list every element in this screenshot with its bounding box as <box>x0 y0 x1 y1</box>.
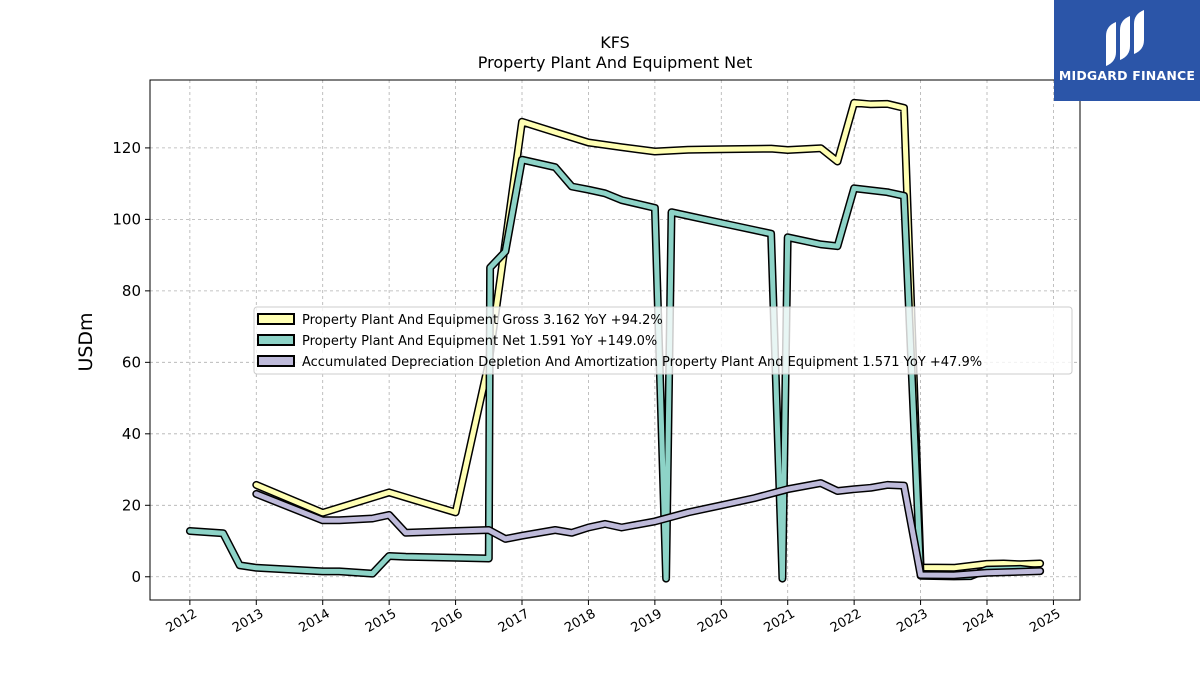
x-tick-label: 2023 <box>894 606 930 636</box>
x-tick-label: 2021 <box>762 606 798 636</box>
x-tick-label: 2016 <box>429 606 465 636</box>
series-line <box>187 157 1043 582</box>
y-tick-label: 20 <box>122 496 141 514</box>
x-tick-label: 2025 <box>1027 606 1063 636</box>
chart-title: KFS <box>600 33 630 52</box>
chart-subtitle: Property Plant And Equipment Net <box>478 53 753 72</box>
x-tick-label: 2024 <box>961 606 997 636</box>
y-tick-label: 100 <box>112 210 141 228</box>
legend-entry: Property Plant And Equipment Net 1.591 Y… <box>302 334 657 349</box>
x-tick-label: 2018 <box>562 606 598 636</box>
legend-entry: Property Plant And Equipment Gross 3.162… <box>302 313 663 328</box>
legend-entry: Accumulated Depreciation Depletion And A… <box>302 355 982 370</box>
x-tick-label: 2019 <box>629 606 665 636</box>
series-line <box>253 480 1043 578</box>
series-2 <box>185 155 1045 583</box>
midgard-finance-logo: MIDGARD FINANCE <box>1054 0 1200 101</box>
y-tick-label: 80 <box>122 282 141 300</box>
y-tick-label: 120 <box>112 139 141 157</box>
y-tick-label: 0 <box>131 568 141 586</box>
x-tick-label: 2014 <box>297 606 333 636</box>
legend-swatch <box>257 334 295 346</box>
y-axis-label: USDm <box>75 312 97 371</box>
logo-mark-icon <box>1106 10 1144 66</box>
logo-text: MIDGARD FINANCE <box>1058 68 1196 83</box>
legend-box <box>253 306 1073 375</box>
legend: Property Plant And Equipment Gross 3.162… <box>253 306 1073 375</box>
plot-frame <box>149 79 1081 601</box>
x-tick-label: 2020 <box>695 606 731 636</box>
x-tick-label: 2015 <box>363 606 399 636</box>
y-tick-label: 40 <box>122 425 141 443</box>
y-tick-label: 60 <box>122 353 141 371</box>
x-tick-label: 2022 <box>828 606 864 636</box>
x-tick-label: 2017 <box>496 606 532 636</box>
legend-swatch <box>257 313 295 325</box>
x-axis: 2012 2013 2014 2015 2016 2017 2018 2019 2020 2021… <box>164 600 1063 636</box>
y-axis: 0 20 40 60 80 100 120 <box>112 139 150 586</box>
series-3 <box>252 479 1045 580</box>
legend-swatch <box>257 355 295 367</box>
x-tick-label: 2013 <box>230 606 266 636</box>
x-tick-label: 2012 <box>164 606 200 636</box>
